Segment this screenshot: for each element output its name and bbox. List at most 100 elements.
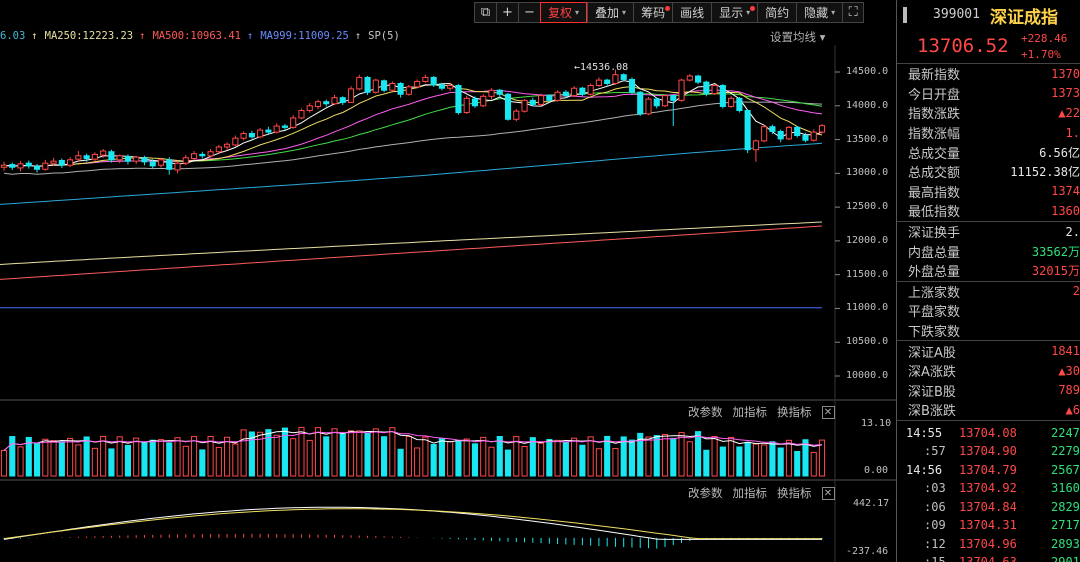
candle-up (686, 75, 693, 81)
price-axis-tick: 12000.0 (846, 234, 889, 246)
tick-price: 13704.96 (959, 536, 1017, 551)
fullscreen-button[interactable]: ⛶ (842, 2, 865, 23)
toolbar-button-8[interactable]: 简约 (757, 2, 797, 23)
volume-bar-up (240, 429, 247, 477)
candle-up (587, 85, 594, 95)
candle-up (405, 86, 412, 95)
volume-bar-down (339, 433, 346, 477)
quote-key: 今日开盘 (908, 87, 961, 103)
toolbar-button-6[interactable]: 画线 (672, 2, 712, 23)
volume-bar-up (116, 436, 123, 477)
candle-down (83, 155, 90, 159)
macd-close-icon[interactable]: ✕ (821, 486, 835, 500)
settings-ma-button[interactable]: 设置均线 ▾ (770, 30, 826, 44)
toolbar-button-9[interactable]: 隐藏 ▾ (796, 2, 843, 23)
tick-row: 14:55 13704.08 2247 (897, 424, 1080, 443)
candle-down (694, 75, 702, 83)
volume-bar-down (323, 436, 330, 477)
peak-label: ←14536.08 (574, 62, 629, 73)
candle-down (281, 125, 288, 128)
volume-bar-up (678, 432, 685, 477)
candle-up (661, 95, 669, 107)
kline-chart-area[interactable]: ⧉ + − 复权 ▾ 叠加 ▾ 筹码 画线 显示 ▾ 简约 隐藏 ▾ ⛶ 6.03 ↑ MA250:12223.… (0, 0, 896, 562)
volume-bar-up (711, 436, 718, 477)
tick-row: :09 13704.31 2717 (897, 516, 1080, 535)
candle-up (728, 97, 735, 107)
candle-up (612, 74, 619, 84)
volume-bar-up (331, 428, 338, 477)
quote-row: 上涨家数 2 (897, 282, 1080, 302)
volume-bar-down (744, 441, 751, 477)
candle-down (719, 85, 726, 107)
ma-legend-item: 6.03 (0, 30, 26, 42)
quote-key: 最新指数 (908, 68, 961, 84)
tick-list[interactable]: 14:55 13704.08 2247:57 13704.90 2279 14:56 137… (897, 421, 1080, 562)
tick-volume: 3160 (1051, 481, 1080, 496)
price-axis-tick: 11000.0 (846, 302, 889, 314)
quote-value: 1360 (1051, 203, 1080, 218)
volume-close-icon[interactable]: ✕ (821, 405, 835, 419)
quote-value: 789 (1058, 383, 1080, 398)
tick-time: :15 (897, 555, 953, 562)
quote-key: 上涨家数 (908, 285, 961, 301)
quote-key: 深证B股 (908, 384, 956, 400)
quote-row: 总成交额 11152.38亿 (897, 162, 1080, 182)
candle-up (331, 97, 338, 105)
toolbar-button-7[interactable]: 显示 ▾ (711, 2, 758, 23)
quote-value: 1370 (1051, 66, 1080, 81)
quote-header: 399001 深证成指 13706.52 +228.46 +1.70% (897, 0, 1080, 64)
volume-bar-down (9, 436, 16, 477)
quote-value: 6.56亿 (1039, 145, 1080, 160)
ma5-line (3, 80, 823, 167)
candle-up (513, 110, 520, 120)
toolbar-button-label: 复权 (548, 6, 573, 20)
plus-icon: + (502, 5, 513, 20)
candle-up (133, 156, 140, 162)
quote-key: 深证A股 (908, 345, 956, 361)
handle-icon[interactable] (903, 7, 907, 23)
tick-price: 13704.31 (959, 518, 1017, 533)
volume-bar-up (91, 447, 98, 477)
ma120-blue-line (0, 142, 823, 205)
quote-key: 深B涨跌 (908, 404, 956, 420)
volume-bar-down (33, 443, 41, 477)
volume-bar-up (314, 427, 322, 477)
volume-bar-down (637, 432, 644, 477)
toolbar-button-4[interactable]: 叠加 ▾ (587, 2, 634, 23)
minus-button[interactable]: − (518, 2, 540, 23)
macd-switch-indicator-button[interactable]: 换指标 (777, 486, 812, 500)
volume-bar-up (463, 438, 470, 477)
toolbar-button-3[interactable]: 复权 ▾ (540, 2, 588, 23)
toolbar-button-label: 显示 (719, 6, 744, 20)
volume-switch-indicator-button[interactable]: 换指标 (777, 405, 812, 419)
ma-legend: 6.03 ↑ MA250:12223.23 ↑ MA500:10963.41 ↑ MA999… (0, 30, 400, 42)
volume-bar-up (100, 435, 107, 477)
macd-param-button[interactable]: 改参数 (688, 486, 723, 500)
volume-bar-up (686, 441, 693, 477)
toolbar-button-5[interactable]: 筹码 (633, 2, 673, 23)
quote-row: 最低指数 1360 (897, 201, 1080, 221)
notice-dot-icon (750, 6, 756, 11)
candle-down (794, 126, 801, 137)
tick-row: 14:56 13704.79 2567 (897, 461, 1080, 480)
window-button[interactable]: ⧉ (474, 2, 496, 23)
candle-up (17, 163, 24, 169)
kline-chart-svg[interactable] (0, 0, 896, 562)
volume-bar-up (298, 426, 305, 477)
quote-key: 指数涨跌 (908, 107, 961, 123)
quote-key: 总成交额 (908, 166, 961, 182)
candle-up (678, 79, 685, 101)
tick-time: :03 (924, 481, 946, 496)
candle-up (645, 98, 652, 115)
candle-up (480, 95, 487, 107)
arrow-up-icon: ↑ (246, 30, 254, 42)
candle-up (314, 101, 322, 107)
volume-param-button[interactable]: 改参数 (688, 405, 723, 419)
volume-bar-down (149, 439, 156, 477)
tick-time: :06 (924, 499, 946, 514)
candle-up (422, 76, 429, 82)
macd-add-indicator-button[interactable]: 加指标 (732, 486, 768, 500)
volume-bar-down (25, 436, 32, 477)
plus-button[interactable]: + (496, 2, 518, 23)
volume-add-indicator-button[interactable]: 加指标 (732, 405, 768, 419)
